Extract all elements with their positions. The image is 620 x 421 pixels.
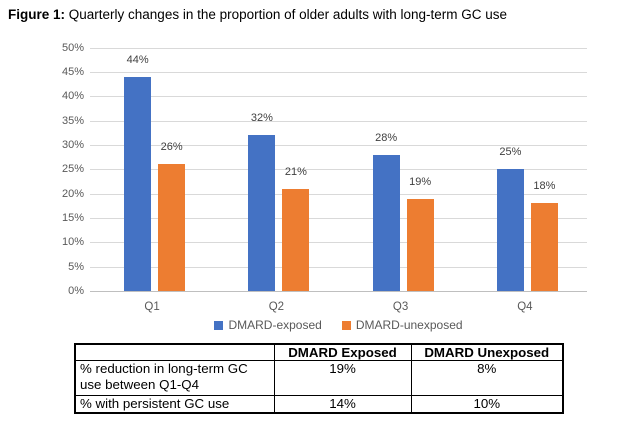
bar-dmard-unexposed	[282, 188, 310, 291]
bar-dmard-exposed	[124, 76, 152, 291]
y-tick-label: 40%	[61, 90, 84, 103]
gridline	[90, 169, 587, 171]
summary-table-head: DMARD Exposed DMARD Unexposed	[74, 343, 564, 361]
summary-table-body: % reduction in long-term GC use between …	[74, 360, 564, 414]
gridline	[90, 144, 587, 146]
bar-data-label: 25%	[499, 146, 522, 159]
table-cell-value: 19%	[273, 360, 412, 396]
table-header-cell	[74, 343, 275, 361]
bar-data-label: 19%	[409, 175, 432, 188]
table-cell-value: 8%	[410, 360, 564, 396]
x-axis-line	[90, 291, 587, 292]
x-tick-label: Q3	[392, 301, 409, 313]
chart-legend: DMARD-exposed DMARD-unexposed	[90, 318, 587, 332]
legend-item: DMARD-exposed	[214, 318, 322, 332]
y-tick-label: 5%	[68, 260, 84, 273]
figure-title-prefix: Figure 1:	[8, 7, 66, 22]
y-tick-label: 0%	[68, 285, 84, 297]
y-tick-label: 45%	[61, 65, 84, 78]
bar-chart: 0% 5% 10% 15% 20% 25% 30% 35% 40% 45% 50% 44% 26% Q1 3…	[61, 41, 587, 313]
y-tick-label: 35%	[61, 114, 84, 127]
legend-item: DMARD-unexposed	[341, 318, 463, 332]
bar-dmard-exposed	[372, 154, 400, 291]
bar-dmard-unexposed	[530, 203, 558, 291]
y-tick-label: 10%	[61, 236, 84, 249]
bar-dmard-unexposed	[406, 198, 434, 291]
table-row: % with persistent GC use 14% 10%	[74, 395, 564, 414]
gridline	[90, 266, 587, 268]
table-header-cell: DMARD Exposed	[273, 343, 412, 361]
figure-title-text: Quarterly changes in the proportion of o…	[65, 7, 507, 22]
table-cell-value: 14%	[273, 395, 412, 414]
bar-data-label: 26%	[160, 141, 183, 154]
x-tick-label: Q1	[144, 301, 160, 313]
bar-data-label: 44%	[126, 53, 149, 66]
summary-table: DMARD Exposed DMARD Unexposed % reduction…	[74, 343, 564, 414]
table-cell-value: 10%	[410, 395, 564, 414]
y-tick-label: 25%	[61, 163, 84, 176]
bar-data-label: 28%	[375, 131, 398, 144]
y-tick-label: 30%	[61, 138, 84, 151]
table-row-label: % reduction in long-term GC use between …	[74, 360, 275, 396]
x-tick-label: Q2	[268, 301, 285, 313]
bar-dmard-exposed	[496, 169, 524, 292]
bar-data-label: 21%	[284, 165, 307, 178]
table-header-cell: DMARD Unexposed	[410, 343, 564, 361]
table-header-row: DMARD Exposed DMARD Unexposed	[74, 343, 564, 361]
legend-label: DMARD-unexposed	[355, 318, 463, 332]
legend-label: DMARD-exposed	[228, 318, 322, 332]
bar-data-label: 32%	[250, 112, 273, 125]
bar-data-label: 18%	[533, 180, 556, 193]
gridline	[90, 193, 587, 195]
legend-marker-icon	[341, 320, 351, 330]
gridline	[90, 47, 587, 49]
figure-title: Figure 1: Quarterly changes in the propo…	[8, 7, 507, 22]
gridline	[90, 96, 587, 98]
gridline	[90, 242, 587, 244]
bar-dmard-unexposed	[158, 164, 186, 291]
table-row-label: % with persistent GC use	[74, 395, 275, 414]
gridline	[90, 120, 587, 122]
y-tick-label: 20%	[61, 187, 84, 200]
gridline	[90, 217, 587, 219]
x-tick-label: Q4	[517, 301, 533, 313]
bar-dmard-exposed	[248, 135, 276, 291]
gridline	[90, 71, 587, 73]
y-tick-label: 50%	[61, 41, 84, 54]
table-row: % reduction in long-term GC use between …	[74, 360, 564, 396]
legend-marker-icon	[214, 320, 224, 330]
y-tick-label: 15%	[61, 211, 84, 224]
